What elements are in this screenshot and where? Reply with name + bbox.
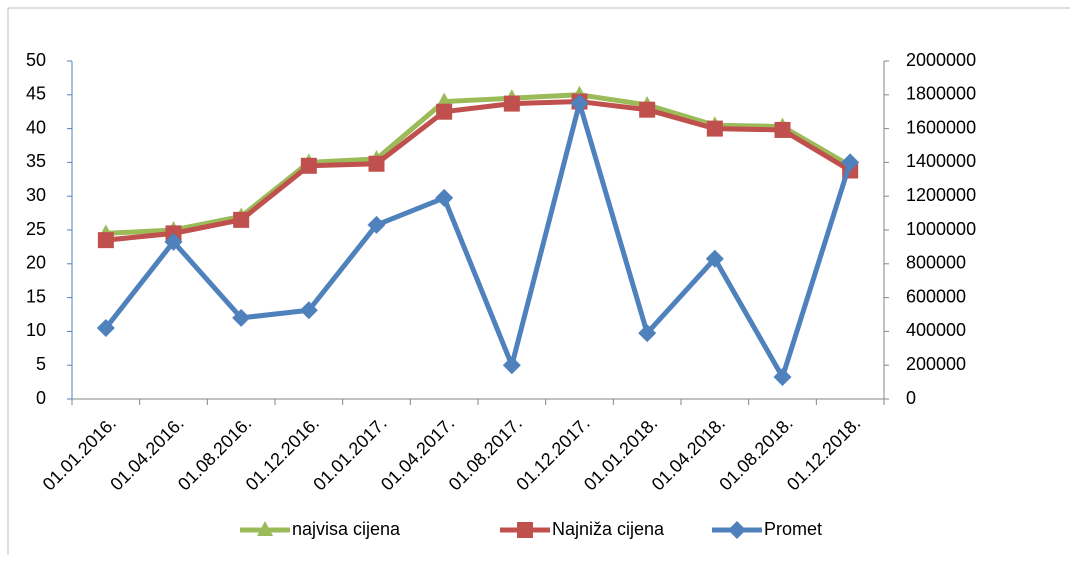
marker <box>774 121 791 138</box>
marker <box>436 103 453 120</box>
y-tick-label: 25 <box>26 219 46 239</box>
series-line <box>105 99 852 243</box>
y-tick-label: 15 <box>26 286 46 306</box>
marker <box>299 301 318 320</box>
series-line <box>105 92 852 236</box>
marker <box>638 324 657 343</box>
marker <box>96 319 115 338</box>
marker <box>841 153 860 172</box>
y-tick-label: 10 <box>26 320 46 340</box>
y2-tick-label: 2000000 <box>906 50 976 70</box>
y-tick-label: 30 <box>26 185 46 205</box>
y-tick-label: 45 <box>26 84 46 104</box>
marker <box>503 95 520 112</box>
marker <box>368 155 385 172</box>
y-tick-label: 20 <box>26 253 46 273</box>
marker <box>773 368 792 387</box>
marker <box>570 94 589 113</box>
y2-tick-label: 800000 <box>906 253 966 273</box>
marker <box>232 308 251 327</box>
marker <box>502 356 521 375</box>
marker <box>728 521 746 539</box>
y-tick-label: 35 <box>26 151 46 171</box>
marker <box>435 188 454 207</box>
marker <box>164 232 183 251</box>
y-tick-label: 0 <box>36 388 46 408</box>
marker <box>300 157 317 174</box>
y2-tick-label: 1200000 <box>906 185 976 205</box>
series-line <box>103 100 853 380</box>
y2-tick-label: 400000 <box>906 320 966 340</box>
y2-tick-label: 0 <box>906 388 916 408</box>
marker <box>705 249 724 268</box>
y2-tick-label: 600000 <box>906 286 966 306</box>
y2-tick-label: 1800000 <box>906 84 976 104</box>
y-tick-label: 5 <box>36 354 46 374</box>
marker <box>639 101 656 118</box>
y2-tick-label: 1600000 <box>906 117 976 137</box>
legend-label: Najniža cijena <box>552 519 665 539</box>
marker <box>257 521 273 536</box>
y-tick-label: 50 <box>26 50 46 70</box>
legend-label: najvisa cijena <box>292 519 401 539</box>
y2-tick-label: 1400000 <box>906 151 976 171</box>
y-tick-label: 40 <box>26 117 46 137</box>
marker <box>97 232 114 249</box>
y2-tick-label: 1000000 <box>906 219 976 239</box>
marker <box>367 215 386 234</box>
legend-label: Promet <box>764 519 822 539</box>
marker <box>706 120 723 137</box>
marker <box>233 211 250 228</box>
marker <box>517 522 533 538</box>
y2-tick-label: 200000 <box>906 354 966 374</box>
